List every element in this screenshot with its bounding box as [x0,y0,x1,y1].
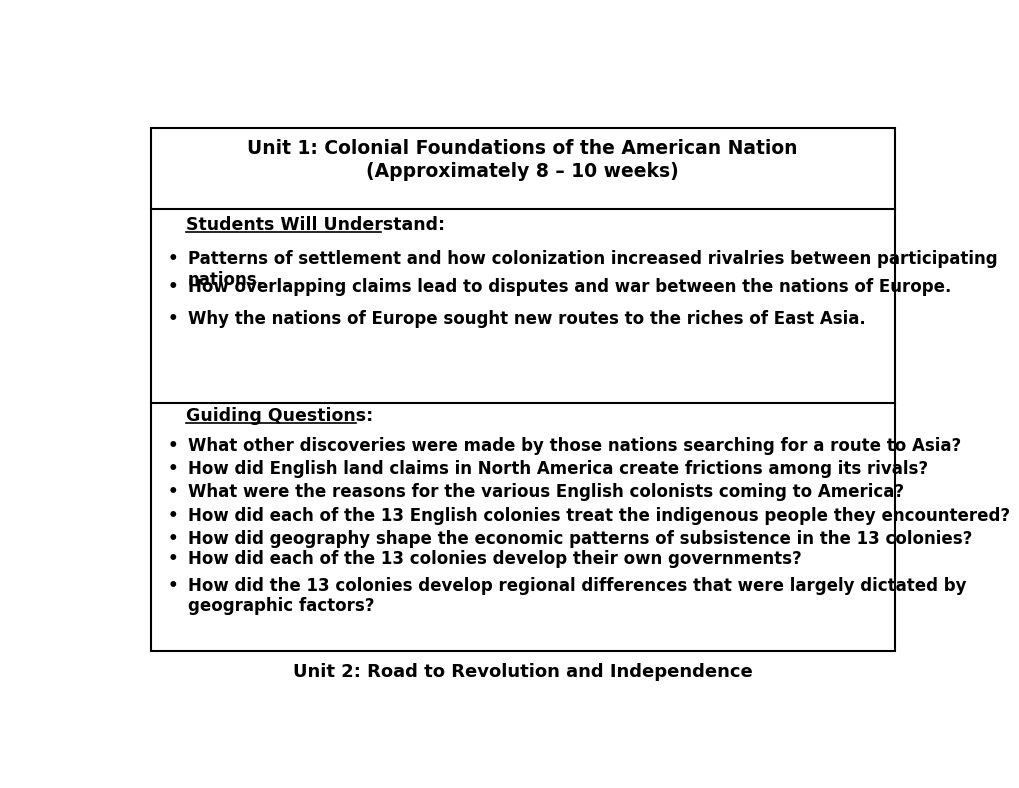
Text: •: • [167,460,177,478]
Text: Students Will Understand:: Students Will Understand: [185,217,444,235]
Text: What other discoveries were made by those nations searching for a route to Asia?: What other discoveries were made by thos… [187,437,960,455]
Text: Guiding Questions:: Guiding Questions: [185,407,373,426]
Text: Unit 1: Colonial Foundations of the American Nation: Unit 1: Colonial Foundations of the Amer… [248,139,797,158]
Text: •: • [167,483,177,501]
Text: •: • [167,507,177,525]
Text: (Approximately 8 – 10 weeks): (Approximately 8 – 10 weeks) [366,162,679,181]
Text: Why the nations of Europe sought new routes to the riches of East Asia.: Why the nations of Europe sought new rou… [187,310,865,328]
FancyBboxPatch shape [151,128,894,651]
Text: How did the 13 colonies develop regional differences that were largely dictated : How did the 13 colonies develop regional… [187,577,966,615]
Text: Unit 2: Road to Revolution and Independence: Unit 2: Road to Revolution and Independe… [292,663,752,681]
Text: •: • [167,310,177,328]
Text: •: • [167,437,177,455]
Text: •: • [167,250,177,268]
Text: •: • [167,550,177,568]
Text: How overlapping claims lead to disputes and war between the nations of Europe.: How overlapping claims lead to disputes … [187,278,951,296]
Text: •: • [167,530,177,548]
Text: How did each of the 13 colonies develop their own governments?: How did each of the 13 colonies develop … [187,550,801,568]
Text: How did geography shape the economic patterns of subsistence in the 13 colonies?: How did geography shape the economic pat… [187,530,971,548]
Text: How did English land claims in North America create frictions among its rivals?: How did English land claims in North Ame… [187,460,927,478]
Text: •: • [167,278,177,296]
Text: How did each of the 13 English colonies treat the indigenous people they encount: How did each of the 13 English colonies … [187,507,1009,525]
Text: What were the reasons for the various English colonists coming to America?: What were the reasons for the various En… [187,483,903,501]
Text: Patterns of settlement and how colonization increased rivalries between particip: Patterns of settlement and how colonizat… [187,250,997,289]
Text: •: • [167,577,177,595]
